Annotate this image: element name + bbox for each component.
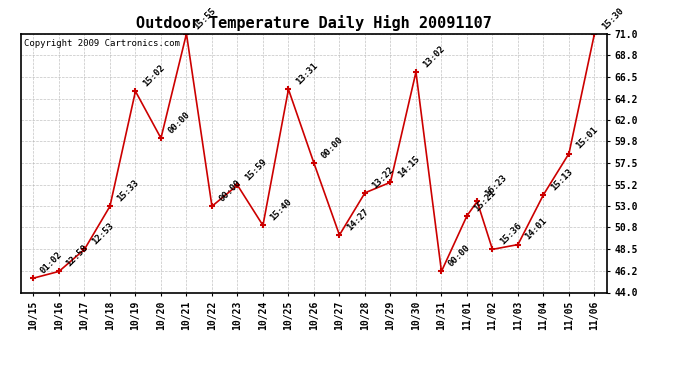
Text: 15:01: 15:01 — [575, 125, 600, 151]
Text: 15:40: 15:40 — [268, 197, 294, 223]
Text: 13:31: 13:31 — [294, 61, 319, 87]
Text: 15:21: 15:21 — [473, 188, 498, 213]
Text: 13:22: 13:22 — [371, 165, 396, 190]
Text: 12:53: 12:53 — [90, 221, 115, 247]
Text: 00:00: 00:00 — [166, 110, 192, 135]
Text: 15:55: 15:55 — [192, 6, 217, 31]
Text: 15:30: 15:30 — [600, 6, 625, 31]
Text: 15:13: 15:13 — [549, 166, 574, 192]
Text: 00:00: 00:00 — [217, 178, 243, 204]
Text: 14:27: 14:27 — [345, 207, 371, 232]
Text: 15:02: 15:02 — [141, 63, 166, 88]
Text: 12:58: 12:58 — [64, 243, 90, 268]
Text: 13:02: 13:02 — [422, 44, 447, 69]
Text: 01:02: 01:02 — [39, 250, 64, 275]
Title: Outdoor Temperature Daily High 20091107: Outdoor Temperature Daily High 20091107 — [136, 15, 492, 31]
Text: 00:00: 00:00 — [447, 243, 473, 268]
Text: 14:01: 14:01 — [524, 216, 549, 242]
Text: 16:23: 16:23 — [483, 173, 508, 199]
Text: 15:59: 15:59 — [243, 157, 268, 182]
Text: Copyright 2009 Cartronics.com: Copyright 2009 Cartronics.com — [23, 39, 179, 48]
Text: 00:00: 00:00 — [319, 135, 345, 160]
Text: 15:36: 15:36 — [498, 221, 524, 247]
Text: 14:15: 14:15 — [396, 154, 422, 180]
Text: 15:33: 15:33 — [115, 178, 141, 204]
